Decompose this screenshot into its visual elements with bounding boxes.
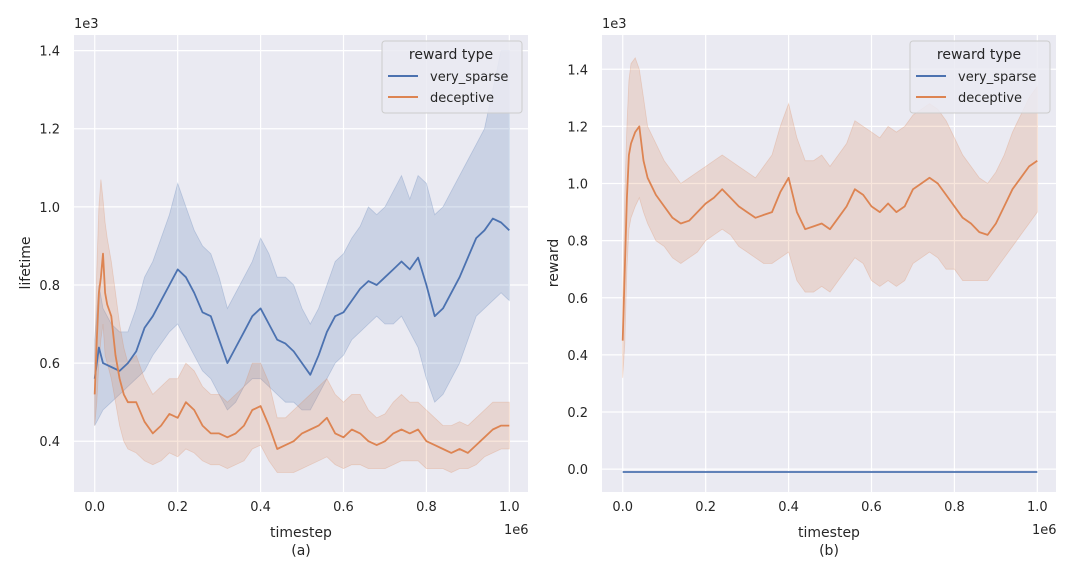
x-offset-label-a: 1e6 xyxy=(504,523,529,538)
x-tick-label: 0.0 xyxy=(84,500,105,515)
y-tick-label: 1.2 xyxy=(567,120,588,135)
x-offset-label-b: 1e6 xyxy=(1032,523,1057,538)
ci-band-deceptive xyxy=(94,179,510,473)
y-tick-label: 0.6 xyxy=(567,292,588,307)
y-axis-label-b: reward xyxy=(546,239,562,288)
x-axis-label-a: timestep xyxy=(270,525,332,541)
y-tick-label: 0.4 xyxy=(567,349,588,364)
legend-title-b: reward type xyxy=(937,47,1021,63)
gridlines-a xyxy=(74,35,528,492)
ci-band-deceptive xyxy=(622,57,1038,378)
x-tick-label: 0.2 xyxy=(695,500,716,515)
legend-label-very-sparse-a: very_sparse xyxy=(430,70,508,85)
legend-label-very-sparse-b: very_sparse xyxy=(958,70,1036,85)
confidence-bands-b xyxy=(622,57,1038,378)
legend-a: reward type very_sparse deceptive xyxy=(381,40,523,114)
legend-box-a xyxy=(381,40,523,114)
legend-title-a: reward type xyxy=(409,47,493,63)
ci-band-very-sparse xyxy=(94,50,510,426)
y-tick-label: 1.4 xyxy=(567,63,588,78)
confidence-bands-a xyxy=(94,50,510,473)
y-tick-label: 1.0 xyxy=(567,178,588,193)
y-tick-label: 0.8 xyxy=(39,279,60,294)
series-line-deceptive xyxy=(93,252,510,454)
y-tick-label: 0.6 xyxy=(39,357,60,372)
y-tick-label: 0.8 xyxy=(567,235,588,250)
chart-panel-a: 0.0 0.2 0.4 0.6 0.8 1.0 0.4 0.6 0.8 1.0 1.2 1.4 1e… xyxy=(18,17,529,559)
x-tick-label: 0.8 xyxy=(416,500,437,515)
legend-box-b xyxy=(909,40,1051,114)
x-tick-label: 0.6 xyxy=(861,500,882,515)
y-tick-label: 0.2 xyxy=(567,406,588,421)
series-lines-a xyxy=(93,217,510,454)
x-tick-label: 0.4 xyxy=(778,500,799,515)
y-tick-label: 1.4 xyxy=(39,45,60,60)
x-tick-labels-b: 0.0 0.2 0.4 0.6 0.8 1.0 xyxy=(612,500,1047,515)
y-axis-label-a: lifetime xyxy=(18,237,34,290)
chart-panel-b: 0.0 0.2 0.4 0.6 0.8 1.0 0.0 0.2 0.4 0.6 0.8 1.0 1.2… xyxy=(546,17,1057,559)
y-offset-label-b: 1e3 xyxy=(602,17,627,32)
y-tick-label: 0.4 xyxy=(39,435,60,450)
y-offset-label-a: 1e3 xyxy=(74,17,99,32)
gridlines-b xyxy=(602,35,1056,492)
y-tick-label: 0.0 xyxy=(567,463,588,478)
series-line-deceptive xyxy=(621,125,1038,341)
series-lines-b xyxy=(621,125,1038,473)
x-tick-label: 1.0 xyxy=(1027,500,1048,515)
series-line-very-sparse xyxy=(93,217,510,379)
y-tick-label: 1.2 xyxy=(39,123,60,138)
legend-b: reward type very_sparse deceptive xyxy=(909,40,1051,114)
x-tick-label: 0.8 xyxy=(944,500,965,515)
x-tick-label: 0.6 xyxy=(333,500,354,515)
x-tick-label: 0.2 xyxy=(167,500,188,515)
x-tick-labels-a: 0.0 0.2 0.4 0.6 0.8 1.0 xyxy=(84,500,519,515)
legend-label-deceptive-a: deceptive xyxy=(430,91,494,106)
x-tick-label: 1.0 xyxy=(499,500,520,515)
y-tick-labels-b: 0.0 0.2 0.4 0.6 0.8 1.0 1.2 1.4 xyxy=(567,63,588,478)
legend-label-deceptive-b: deceptive xyxy=(958,91,1022,106)
caption-a: (a) xyxy=(291,543,311,559)
x-tick-label: 0.4 xyxy=(250,500,271,515)
x-axis-label-b: timestep xyxy=(798,525,860,541)
y-tick-label: 1.0 xyxy=(39,201,60,216)
caption-b: (b) xyxy=(819,543,839,559)
y-tick-labels-a: 0.4 0.6 0.8 1.0 1.2 1.4 xyxy=(39,45,60,451)
x-tick-label: 0.0 xyxy=(612,500,633,515)
